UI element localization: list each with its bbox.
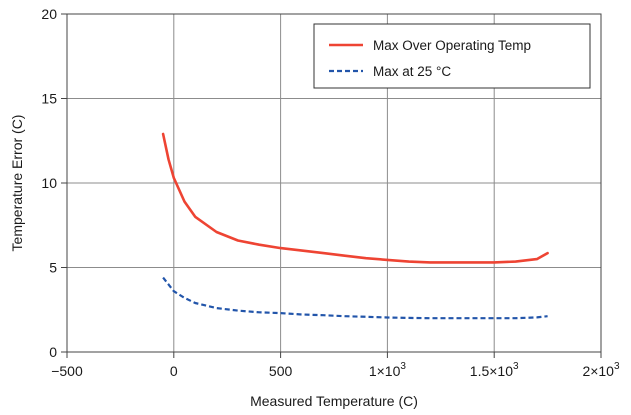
x-tick-label: 2×103 <box>582 361 620 379</box>
y-tick-label: 0 <box>49 344 57 360</box>
data-series <box>161 132 549 320</box>
y-tick-label: 20 <box>41 6 57 22</box>
x-tick-exponent: 3 <box>614 361 620 372</box>
x-tick-label: 0 <box>170 363 178 379</box>
y-tick-label: 15 <box>41 91 57 107</box>
series-line-max-over-operating-temp <box>161 132 549 264</box>
x-axis-title: Measured Temperature (C) <box>250 393 418 409</box>
x-tick-label: 1.5×103 <box>470 361 519 379</box>
x-tick-label: −500 <box>51 363 83 379</box>
axis-ticks: −500 0 500 1×103 1.5×103 2×103 0 5 10 15 20 <box>41 6 620 379</box>
legend: Max Over Operating Temp Max at 25 °C <box>313 23 591 89</box>
x-tick-exponent: 3 <box>513 361 519 372</box>
legend-box <box>313 23 591 89</box>
y-tick-label: 10 <box>41 175 57 191</box>
series-line-max-at-25c <box>162 276 548 320</box>
legend-label-max-at-25c: Max at 25 °C <box>373 64 451 79</box>
y-tick-label: 5 <box>49 260 57 276</box>
x-tick-label: 500 <box>269 363 293 379</box>
x-tick-exponent: 3 <box>400 361 406 372</box>
legend-label-max-over-operating-temp: Max Over Operating Temp <box>373 38 531 53</box>
x-tick-label: 1×103 <box>369 361 407 379</box>
y-axis-title: Temperature Error (C) <box>9 115 25 252</box>
